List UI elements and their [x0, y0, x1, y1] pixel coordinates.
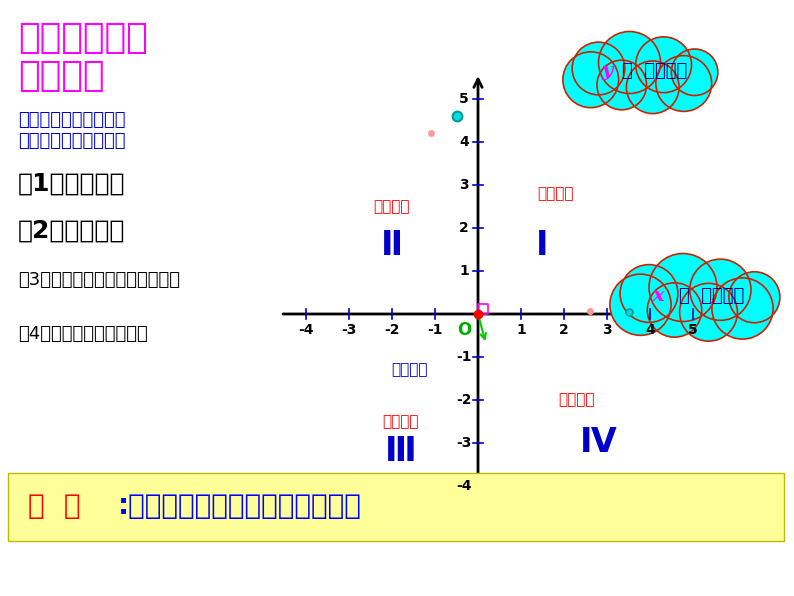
- Text: 第一象限: 第一象限: [538, 186, 573, 201]
- Circle shape: [572, 42, 625, 95]
- Text: 第三象限: 第三象限: [383, 414, 419, 429]
- Text: （1）原点重合: （1）原点重合: [18, 172, 125, 196]
- Circle shape: [563, 52, 619, 108]
- Text: 坐标原点: 坐标原点: [391, 362, 427, 377]
- Text: Ⅲ: Ⅲ: [385, 435, 417, 468]
- Text: 4: 4: [459, 135, 469, 149]
- Circle shape: [636, 37, 692, 92]
- Circle shape: [649, 253, 717, 321]
- FancyBboxPatch shape: [8, 473, 784, 541]
- Text: 轴  （横轴）: 轴 （横轴）: [680, 287, 745, 305]
- Text: 满足以下条件的两条数: 满足以下条件的两条数: [18, 111, 125, 129]
- Text: 3: 3: [602, 323, 612, 337]
- Text: -3: -3: [341, 323, 357, 337]
- Circle shape: [712, 278, 773, 339]
- Text: O: O: [457, 321, 471, 339]
- Text: -4: -4: [457, 479, 472, 493]
- Text: Ⅱ: Ⅱ: [381, 229, 403, 262]
- Circle shape: [610, 274, 671, 336]
- Text: x: x: [652, 287, 664, 305]
- Circle shape: [647, 283, 702, 337]
- Text: :坐标轴上的点不属于任何象限。: :坐标轴上的点不属于任何象限。: [118, 492, 362, 520]
- Text: -3: -3: [457, 436, 472, 450]
- Text: （3）通常取向右、向上为正方向: （3）通常取向右、向上为正方向: [18, 271, 180, 289]
- Text: -1: -1: [427, 323, 443, 337]
- Text: -4: -4: [299, 323, 314, 337]
- Text: 3: 3: [459, 178, 468, 192]
- Text: （2）互相垂直: （2）互相垂直: [18, 219, 125, 243]
- Text: -2: -2: [457, 393, 472, 407]
- Text: 第二象限: 第二象限: [374, 199, 410, 214]
- Circle shape: [597, 60, 646, 110]
- Text: 轴  （纵轴）: 轴 （纵轴）: [622, 62, 688, 80]
- Text: 4: 4: [645, 323, 655, 337]
- Circle shape: [729, 272, 780, 323]
- Circle shape: [599, 32, 661, 94]
- Circle shape: [626, 61, 679, 114]
- Text: 第四象限: 第四象限: [559, 393, 596, 408]
- Text: -1: -1: [457, 350, 472, 364]
- Text: 1: 1: [459, 264, 469, 278]
- Text: 2: 2: [559, 323, 569, 337]
- Text: 注  意: 注 意: [28, 492, 80, 520]
- Circle shape: [620, 265, 678, 322]
- Text: 轴叫做平面直角坐标系: 轴叫做平面直角坐标系: [18, 132, 125, 150]
- Text: （4）单位长度一般取相同: （4）单位长度一般取相同: [18, 325, 148, 343]
- Text: 系的概念: 系的概念: [18, 59, 105, 93]
- Text: 5: 5: [688, 323, 698, 337]
- Text: Ⅰ: Ⅰ: [536, 229, 549, 262]
- Text: 5: 5: [459, 92, 469, 106]
- Circle shape: [690, 259, 751, 321]
- Text: y: y: [601, 62, 613, 80]
- Text: -2: -2: [384, 323, 399, 337]
- Text: 1: 1: [516, 323, 526, 337]
- Circle shape: [656, 55, 711, 111]
- Text: 2: 2: [459, 221, 469, 235]
- Circle shape: [680, 283, 738, 341]
- Circle shape: [672, 49, 718, 95]
- Text: 平面直角坐标: 平面直角坐标: [18, 21, 148, 55]
- Text: Ⅳ: Ⅳ: [580, 427, 617, 460]
